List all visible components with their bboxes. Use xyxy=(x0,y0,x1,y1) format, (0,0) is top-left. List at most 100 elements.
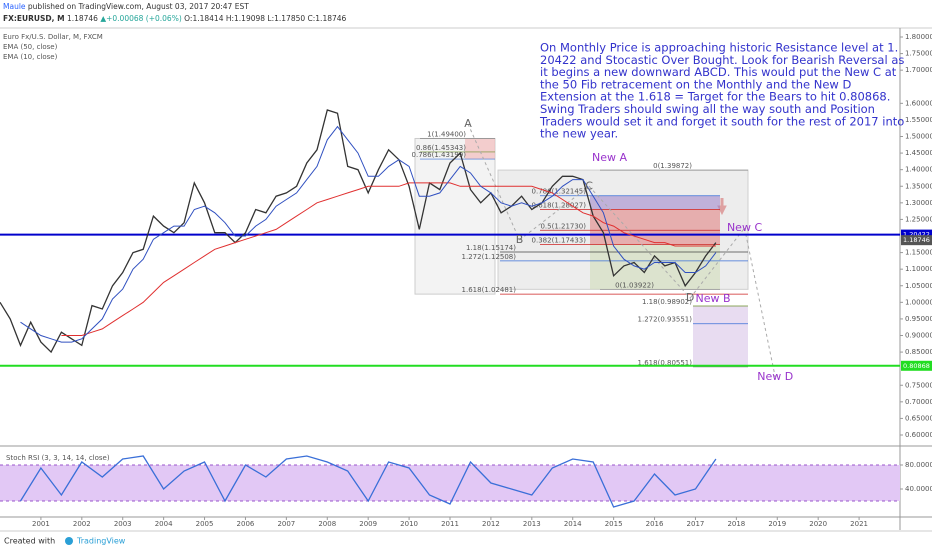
fib-box xyxy=(693,305,748,367)
fib-label: 0.86(1.45343) xyxy=(416,144,466,152)
pattern-point: New C xyxy=(727,221,762,234)
fib-label: 1.272(1.12508) xyxy=(462,253,517,261)
x-tick-label: 2012 xyxy=(482,520,500,528)
x-tick-label: 2001 xyxy=(32,520,50,528)
x-tick-label: 2008 xyxy=(318,520,336,528)
fib-label: 0(1.39872) xyxy=(653,162,692,170)
y-tick-label: 0.95000 xyxy=(905,315,932,323)
pattern-point: New D xyxy=(757,370,793,383)
price-tag xyxy=(901,360,932,371)
fib-box xyxy=(414,137,496,295)
fib-box xyxy=(590,244,720,290)
y-tick-label: 1.75000 xyxy=(905,50,932,58)
y-tick-label: 1.60000 xyxy=(905,99,932,107)
fib-label: 0.786(1.43199) xyxy=(412,151,467,159)
x-tick-label: 2010 xyxy=(400,520,418,528)
y-tick-label: 1.40000 xyxy=(905,166,932,174)
x-tick-label: 2015 xyxy=(605,520,623,528)
footer-brand: TradingView xyxy=(76,537,126,546)
price-tag xyxy=(901,229,932,240)
last-price-tag xyxy=(901,235,932,246)
y-tick-label: 1.70000 xyxy=(905,66,932,74)
annotation-line: it begins a new downward ABCD. This woul… xyxy=(540,65,897,79)
header-line: Maule published on TradingView.com, Augu… xyxy=(3,2,249,11)
series-line xyxy=(0,109,717,354)
annotation-line: the 50 Fib retracement on the Monthly an… xyxy=(540,77,851,91)
fib-label: 0(1.03922) xyxy=(615,281,654,289)
price-tag-label: 0.80868 xyxy=(903,362,930,370)
fib-label: 1.618(0.80551) xyxy=(638,359,693,367)
legend-ema10: EMA (10, close) xyxy=(3,53,58,61)
x-tick-label: 2019 xyxy=(768,520,786,528)
x-tick-label: 2013 xyxy=(523,520,541,528)
fib-label: 0.5(1.21730) xyxy=(540,222,586,230)
y-tick-label: 1.35000 xyxy=(905,182,932,190)
stoch-title: Stoch RSI (3, 3, 14, 14, close) xyxy=(6,454,110,462)
legend-ema50: EMA (50, close) xyxy=(3,43,58,51)
x-tick-label: 2021 xyxy=(850,520,868,528)
y-tick-label: 1.45000 xyxy=(905,149,932,157)
x-tick-label: 2014 xyxy=(564,520,582,528)
pattern-line xyxy=(689,227,745,299)
footer-created: Created with xyxy=(4,537,55,546)
y-tick-label: 1.05000 xyxy=(905,282,932,290)
fib-box xyxy=(465,138,495,160)
y-tick-label: 1.55000 xyxy=(905,116,932,124)
x-tick-label: 2011 xyxy=(441,520,459,528)
x-tick-label: 2003 xyxy=(114,520,132,528)
pattern-line xyxy=(744,227,776,378)
annotation-line: Traders would set it and forget it south… xyxy=(539,114,904,128)
y-tick-label: 1.30000 xyxy=(905,199,932,207)
pattern-point: C xyxy=(585,179,593,192)
fib-label: 1(1.49400) xyxy=(427,130,466,138)
series-line xyxy=(20,125,717,343)
annotation-line: 20422 and Stocastic Over Bought. Look fo… xyxy=(540,53,904,67)
ohlc: O:1.18414 H:1.19098 L:1.17850 C:1.18746 xyxy=(184,14,346,23)
annotation-line: On Monthly Price is approaching historic… xyxy=(540,41,898,55)
x-tick-label: 2006 xyxy=(237,520,255,528)
series-line xyxy=(19,455,717,508)
fib-label: 0.382(1.17433) xyxy=(532,237,587,245)
annotation-line: the new year. xyxy=(540,127,618,141)
price-tag-label: 1.20422 xyxy=(903,231,930,239)
y-tick-label: 1.10000 xyxy=(905,265,932,273)
annotation-line: Swing Traders should swing all the way s… xyxy=(540,102,875,116)
y-tick-label: 1.50000 xyxy=(905,133,932,141)
y-tick-label: 0.65000 xyxy=(905,414,932,422)
legend-title: Euro Fx/U.S. Dollar, M, FXCM xyxy=(3,33,103,41)
y-tick-label: 0.60000 xyxy=(905,431,932,439)
fib-box xyxy=(590,195,720,210)
x-tick-label: 2018 xyxy=(727,520,745,528)
y-tick-label: 40.0000 xyxy=(905,485,932,493)
fib-label: 1.272(0.93551) xyxy=(638,316,693,324)
last-price-label: 1.18746 xyxy=(903,236,930,244)
stoch-band xyxy=(0,465,900,501)
y-tick-label: 80.0000 xyxy=(905,461,932,469)
fib-label: 1.18(0.98902) xyxy=(642,298,692,306)
symbol: FX:EURUSD, M xyxy=(3,14,65,23)
x-tick-label: 2007 xyxy=(277,520,295,528)
change: ▲+0.00068 (+0.06%) xyxy=(100,14,181,23)
x-tick-label: 2020 xyxy=(809,520,827,528)
pattern-line xyxy=(588,185,691,299)
logo xyxy=(65,537,73,545)
y-tick-label: 0.85000 xyxy=(905,348,932,356)
y-tick-label: 0.75000 xyxy=(905,381,932,389)
fib-label: 0.618(1.28027) xyxy=(532,201,587,209)
y-tick-label: 1.15000 xyxy=(905,249,932,257)
y-tick-label: 1.00000 xyxy=(905,298,932,306)
x-tick-label: 2005 xyxy=(196,520,214,528)
x-tick-label: 2009 xyxy=(359,520,377,528)
x-tick-label: 2004 xyxy=(155,520,173,528)
symbol-line: FX:EURUSD, M 1.18746 ▲+0.00068 (+0.06%) … xyxy=(3,14,347,23)
fib-box xyxy=(590,209,720,245)
y-tick-label: 1.25000 xyxy=(905,215,932,223)
pattern-line xyxy=(519,185,590,241)
last: 1.18746 xyxy=(67,14,98,23)
fib-label: 1.18(1.15174) xyxy=(466,244,516,252)
pattern-point: D xyxy=(686,291,694,304)
y-tick-label: 0.70000 xyxy=(905,398,932,406)
x-tick-label: 2017 xyxy=(687,520,705,528)
fib-label: 0.786(1.32145) xyxy=(532,188,587,196)
